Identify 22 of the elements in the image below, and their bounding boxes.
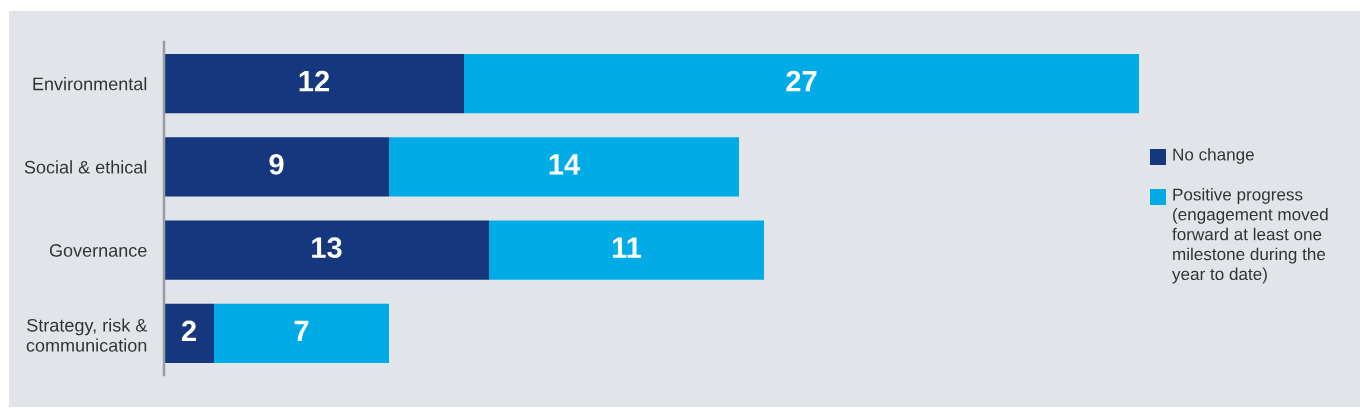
data-label: 12 [299,70,330,92]
bar [164,220,489,280]
bar [164,303,214,363]
bar [214,303,389,363]
bar [489,220,764,280]
bar [164,137,389,197]
bar [164,54,464,114]
y-tick-label: Social & ethical [24,160,147,174]
data-label: 14 [549,154,581,175]
legend-label: No change [1173,148,1254,164]
data-label: 11 [612,237,642,258]
data-label: 9 [269,154,284,175]
data-label: 27 [786,70,817,92]
y-tick-label: Strategy, risk & communication [26,318,148,352]
legend-label: Positive progress (engagement moved forward at least one milestone during the year to date) [1172,188,1328,284]
data-label: 7 [294,320,309,341]
data-label: 13 [312,237,342,258]
y-tick-label: Governance [49,244,147,257]
bar [389,137,739,197]
bar [464,54,1139,114]
y-tick-label: Environmental [33,77,147,91]
data-label: 2 [181,320,196,341]
